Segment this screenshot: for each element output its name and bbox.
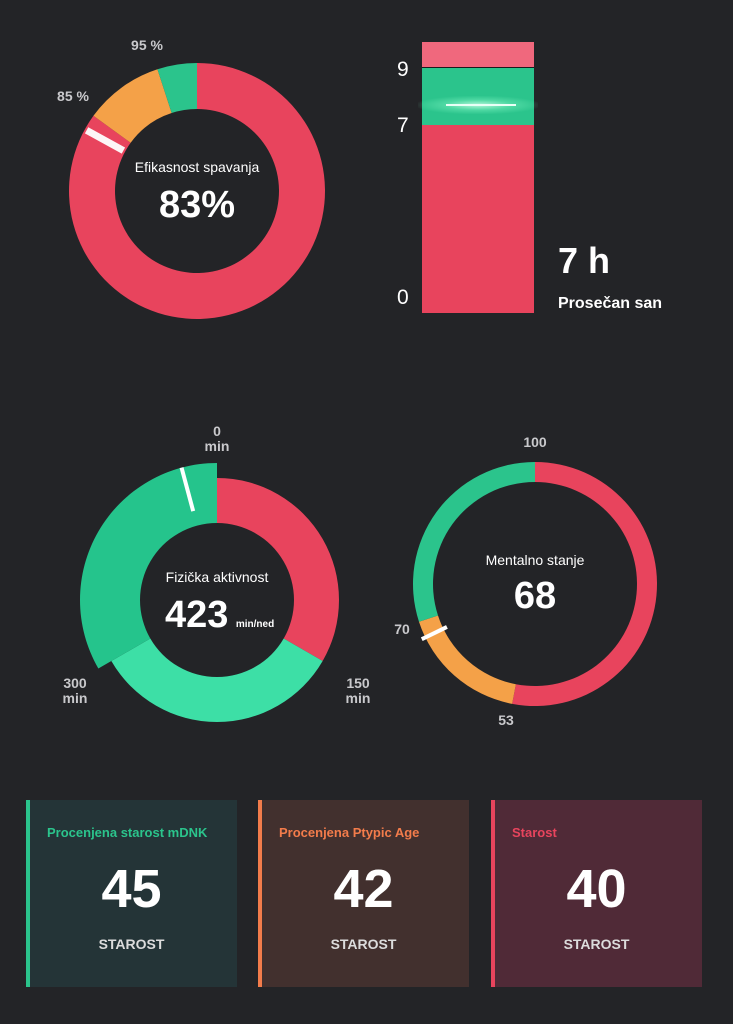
mental-label-70: 70 xyxy=(394,621,410,637)
mental-marker xyxy=(420,625,448,642)
sleep-label-95: 95 % xyxy=(131,37,163,53)
card-age-sub: STAROST xyxy=(563,936,630,952)
activity-label-0: 0 min xyxy=(192,424,242,454)
activity-label-300-unit: min xyxy=(62,690,88,706)
mental-segment-red xyxy=(512,462,657,706)
card-ptypic-value: 42 xyxy=(333,859,394,919)
card-ptypic-sub: STAROST xyxy=(330,936,397,952)
card-age-title: Starost xyxy=(512,825,557,840)
activity-label-300-value: 300 xyxy=(63,675,87,691)
sleep-efficiency-segment-orange xyxy=(93,69,172,143)
card-mdnk-stripe xyxy=(26,800,30,987)
sleep-efficiency-value: 83% xyxy=(158,184,236,226)
mental-title: Mentalno stanje xyxy=(485,552,585,568)
card-mdnk-sub: STAROST xyxy=(98,936,165,952)
activity-label-150: 150 min xyxy=(335,676,381,706)
card-mdnk-age: Procenjena starost mDNK 45 STAROST xyxy=(26,800,237,987)
activity-title: Fizička aktivnost xyxy=(165,569,269,585)
mental-value: 68 xyxy=(513,575,557,617)
activity-label-150-value: 150 xyxy=(346,675,370,691)
activity-label-150-unit: min xyxy=(345,690,371,706)
activity-label-300: 300 min xyxy=(52,676,98,706)
sleep-tick-9: 9 xyxy=(397,58,409,81)
sleep-efficiency-segment-green xyxy=(157,63,197,114)
mental-segment-green xyxy=(413,462,535,622)
sleep-label-85: 85 % xyxy=(57,88,89,104)
activity-segment-green xyxy=(80,463,217,669)
card-ptypic-age: Procenjena Ptypic Age 42 STAROST xyxy=(258,800,469,987)
average-sleep-value: 7 h xyxy=(558,240,611,281)
activity-marker xyxy=(179,467,196,512)
sleep-tick-7: 7 xyxy=(397,114,409,137)
card-age-value: 40 xyxy=(566,859,627,919)
average-sleep-caption: Prosečan san xyxy=(558,295,663,312)
activity-value: 423 xyxy=(165,594,229,636)
sleep-efficiency-marker xyxy=(84,127,126,154)
sleep-efficiency-donut xyxy=(68,63,325,319)
sleep-tick-0: 0 xyxy=(397,286,409,309)
sleep-efficiency-segment-red xyxy=(68,63,325,319)
mental-label-100: 100 xyxy=(523,434,547,450)
mental-donut xyxy=(413,462,657,706)
mental-segment-orange xyxy=(418,615,516,704)
sleep-efficiency-title: Efikasnost spavanja xyxy=(134,159,260,175)
activity-donut xyxy=(80,463,339,722)
activity-segment-mint xyxy=(111,638,323,722)
activity-segment-red xyxy=(217,478,339,661)
mental-label-53: 53 xyxy=(498,712,514,728)
card-ptypic-title: Procenjena Ptypic Age xyxy=(279,825,420,840)
card-age: Starost 40 STAROST xyxy=(491,800,702,987)
sleep-bar-high xyxy=(422,42,534,68)
activity-value-group: 423 min/ned xyxy=(165,594,305,637)
card-ptypic-stripe xyxy=(258,800,262,987)
sleep-bar-low xyxy=(422,125,534,313)
activity-label-0-value: 0 xyxy=(213,423,221,439)
card-mdnk-value: 45 xyxy=(101,859,162,919)
activity-label-0-unit: min xyxy=(204,438,230,454)
card-mdnk-title: Procenjena starost mDNK xyxy=(47,825,208,840)
activity-unit: min/ned xyxy=(235,619,275,630)
sleep-bar-marker xyxy=(446,104,516,106)
card-age-stripe xyxy=(491,800,495,987)
